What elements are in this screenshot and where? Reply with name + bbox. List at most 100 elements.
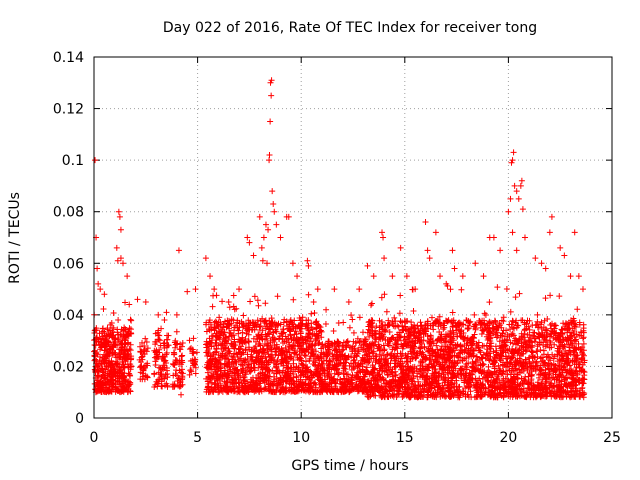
- data-point: [105, 389, 112, 396]
- data-point: [233, 305, 240, 312]
- data-point: [154, 380, 161, 387]
- data-point: [143, 339, 150, 346]
- data-point: [255, 358, 262, 365]
- data-point: [176, 360, 183, 367]
- data-point: [116, 381, 123, 388]
- data-point: [192, 364, 199, 371]
- data-point: [141, 351, 148, 358]
- data-point: [155, 327, 162, 334]
- data-point: [395, 323, 402, 330]
- data-point: [312, 361, 319, 368]
- x-tick-label: 20: [499, 430, 517, 446]
- data-point: [259, 336, 266, 343]
- data-point: [348, 312, 355, 319]
- data-point: [191, 361, 198, 368]
- data-point: [285, 335, 292, 342]
- data-point: [271, 380, 278, 387]
- data-point: [137, 369, 144, 376]
- x-tick-label: 0: [90, 430, 99, 446]
- data-point: [113, 360, 120, 367]
- data-point: [299, 320, 306, 327]
- data-point: [164, 336, 171, 343]
- data-point: [397, 292, 404, 299]
- data-point: [283, 377, 290, 384]
- data-point: [249, 346, 256, 353]
- data-point: [271, 319, 278, 326]
- data-point: [534, 348, 541, 355]
- data-point: [193, 349, 200, 356]
- data-point: [516, 290, 523, 297]
- data-point: [118, 349, 125, 356]
- data-point: [310, 380, 317, 387]
- data-point: [105, 331, 112, 338]
- data-point: [160, 342, 167, 349]
- data-point: [163, 367, 170, 374]
- data-point: [122, 336, 129, 343]
- data-point: [312, 348, 319, 355]
- data-point: [298, 317, 305, 324]
- x-tick-label: 25: [603, 430, 621, 446]
- data-point: [100, 328, 107, 335]
- data-point: [220, 372, 227, 379]
- data-point: [299, 314, 306, 321]
- data-point: [105, 363, 112, 370]
- data-point: [127, 316, 134, 323]
- data-point: [122, 326, 129, 333]
- data-point: [239, 329, 246, 336]
- data-points: [91, 77, 588, 401]
- data-point: [163, 380, 170, 387]
- data-point: [271, 373, 278, 380]
- data-point: [151, 384, 158, 391]
- data-point: [227, 366, 234, 373]
- y-tick-label: 0.02: [53, 359, 84, 375]
- data-point: [158, 383, 165, 390]
- data-point: [175, 375, 182, 382]
- data-point: [262, 300, 269, 307]
- data-point: [430, 326, 437, 333]
- data-point: [206, 327, 213, 334]
- data-point: [128, 355, 135, 362]
- y-tick-label: 0: [75, 411, 84, 427]
- data-point: [179, 340, 186, 347]
- data-point: [503, 286, 510, 293]
- data-point: [303, 340, 310, 347]
- data-point: [163, 309, 170, 316]
- data-point: [99, 357, 106, 364]
- data-point: [270, 329, 277, 336]
- data-point: [106, 370, 113, 377]
- data-point: [186, 371, 193, 378]
- data-point: [121, 370, 128, 377]
- data-point: [210, 292, 217, 299]
- data-point: [287, 326, 294, 333]
- data-point: [233, 350, 240, 357]
- data-point: [144, 360, 151, 367]
- data-point: [108, 319, 115, 326]
- data-point: [399, 319, 406, 326]
- data-point: [153, 348, 160, 355]
- data-point: [92, 327, 99, 333]
- data-point: [119, 356, 126, 363]
- data-point: [238, 380, 245, 387]
- data-point: [102, 366, 109, 373]
- data-point: [224, 363, 231, 370]
- data-point: [100, 305, 107, 312]
- data-point: [277, 321, 284, 328]
- data-point: [163, 343, 170, 350]
- x-tick-label: 15: [396, 430, 414, 446]
- data-point: [203, 349, 210, 356]
- data-point: [171, 361, 178, 368]
- data-point: [317, 328, 324, 335]
- data-point: [546, 354, 553, 361]
- data-point: [290, 324, 297, 331]
- data-point: [127, 361, 134, 368]
- data-point: [224, 374, 231, 381]
- data-point: [92, 157, 99, 164]
- data-point: [247, 353, 254, 360]
- data-point: [127, 366, 134, 373]
- data-point: [495, 362, 502, 369]
- data-point: [144, 345, 151, 352]
- data-point: [176, 382, 183, 389]
- data-point: [96, 386, 103, 393]
- data-point: [315, 373, 322, 380]
- data-point: [116, 361, 123, 368]
